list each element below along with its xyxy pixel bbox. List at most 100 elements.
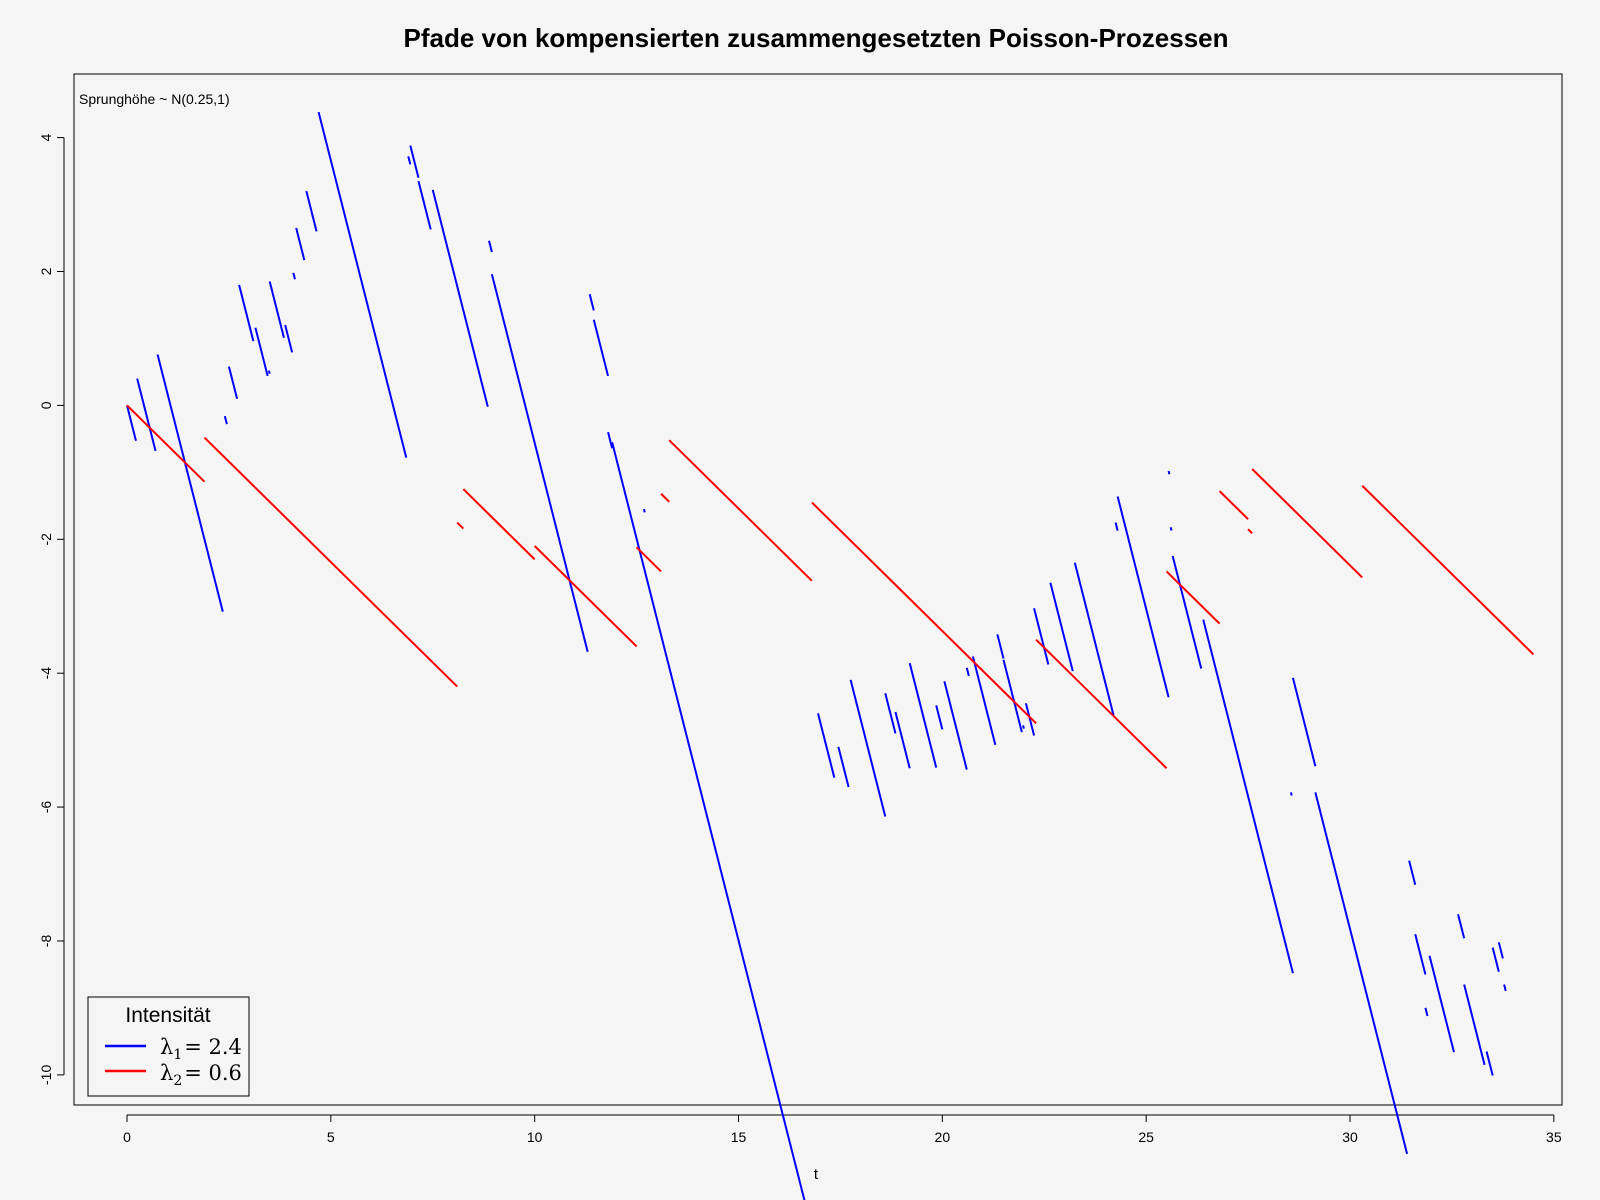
path-segment (431, 189, 489, 407)
legend-label-lambda2: λ2= 0.6 (160, 1061, 242, 1089)
path-segment (292, 272, 296, 280)
path-segment (1035, 638, 1168, 769)
path-segment (1218, 490, 1249, 520)
path-segment (1033, 607, 1050, 665)
path-segment (227, 366, 239, 399)
path-segment (238, 284, 255, 342)
path-segment (203, 436, 458, 688)
path-segment (417, 180, 432, 230)
path-segment (295, 227, 306, 261)
path-segment (908, 662, 938, 768)
path-segment (588, 294, 595, 311)
jump-height-annotation: Sprunghöhe ~ N(0.25,1) (79, 91, 230, 107)
path-segment (1424, 1007, 1429, 1017)
legend-value-lambda1: = 2.4 (184, 1035, 242, 1059)
path-segment (837, 746, 850, 788)
y-tick-label: 2 (38, 267, 54, 275)
path-segment (305, 190, 318, 232)
y-tick-label: 4 (38, 133, 54, 141)
path-segment (1049, 582, 1074, 672)
x-tick-label: 5 (327, 1129, 335, 1145)
path-segment (1114, 522, 1119, 531)
path-segment (1024, 703, 1036, 736)
path-segment (1289, 792, 1293, 796)
path-segment (1116, 496, 1170, 698)
path-segment (611, 441, 806, 1200)
y-tick-label: -2 (38, 533, 54, 546)
path-segment (126, 405, 137, 441)
path-segment (1073, 562, 1115, 716)
path-segment (849, 679, 887, 817)
path-segment (1485, 1051, 1494, 1076)
path-segment (223, 415, 228, 425)
path-segment (996, 634, 1005, 659)
x-tick-label: 25 (1138, 1129, 1154, 1145)
series-layer (126, 111, 1535, 1200)
series-1 (126, 111, 1507, 1200)
path-segment (284, 324, 294, 353)
path-segment (1428, 955, 1455, 1053)
path-segment (1408, 860, 1417, 885)
path-segment (1167, 470, 1171, 475)
path-segment (971, 656, 997, 746)
plot-frame (73, 73, 1563, 1106)
legend: Intensität λ1= 2.4 λ2= 0.6 (87, 996, 250, 1097)
path-segment (965, 667, 970, 677)
path-segment (462, 488, 536, 561)
x-axis: 0 5 10 15 20 25 30 35 (123, 1114, 1562, 1145)
path-segment (1491, 947, 1500, 973)
y-tick-label: -8 (38, 935, 54, 948)
path-segment (1314, 792, 1409, 1155)
path-segment (1247, 528, 1253, 534)
path-segment (268, 281, 285, 339)
path-segment (935, 705, 944, 730)
x-axis-label: t (814, 1166, 819, 1183)
path-segment (254, 327, 269, 377)
path-segment (607, 431, 614, 449)
y-tick-label: -4 (38, 667, 54, 680)
path-segment (1169, 526, 1173, 531)
path-segment (1022, 725, 1025, 729)
path-segment (1414, 934, 1427, 975)
x-tick-label: 15 (731, 1129, 747, 1145)
path-segment (894, 711, 911, 769)
path-segment (1251, 468, 1363, 579)
y-tick-label: 0 (38, 401, 54, 409)
path-segment (456, 521, 465, 530)
path-segment (1463, 984, 1486, 1066)
path-segment (533, 545, 638, 648)
path-segment (642, 508, 646, 513)
path-segment (1165, 570, 1221, 625)
path-segment (490, 273, 589, 653)
legend-symbol-lambda1: λ (160, 1035, 173, 1059)
path-segment (884, 693, 897, 734)
path-segment (488, 240, 493, 253)
legend-symbol-lambda2: λ (160, 1061, 173, 1085)
path-segment (267, 370, 271, 375)
path-segment (1002, 659, 1023, 733)
path-segment (1202, 619, 1294, 974)
path-segment (1457, 913, 1466, 939)
path-segment (409, 145, 420, 179)
path-segment (592, 319, 610, 377)
path-segment (317, 111, 408, 458)
path-segment (1361, 485, 1535, 656)
path-segment (156, 354, 224, 612)
x-tick-label: 10 (527, 1129, 543, 1145)
path-segment (1291, 677, 1317, 767)
x-tick-label: 0 (123, 1129, 131, 1145)
y-axis: -10 -8 -6 -4 -2 0 2 4 (38, 133, 65, 1085)
y-tick-label: -10 (38, 1065, 54, 1085)
series-2 (126, 404, 1535, 769)
legend-subscript-lambda1: 1 (173, 1047, 182, 1063)
path-segment (635, 546, 662, 573)
path-segment (126, 404, 206, 483)
x-tick-label: 20 (935, 1129, 951, 1145)
path-segment (811, 501, 1037, 725)
legend-value-lambda2: = 0.6 (184, 1061, 242, 1085)
path-segment (660, 493, 670, 503)
path-segment (1171, 555, 1203, 669)
y-tick-label: -6 (38, 801, 54, 814)
path-segment (407, 156, 412, 165)
